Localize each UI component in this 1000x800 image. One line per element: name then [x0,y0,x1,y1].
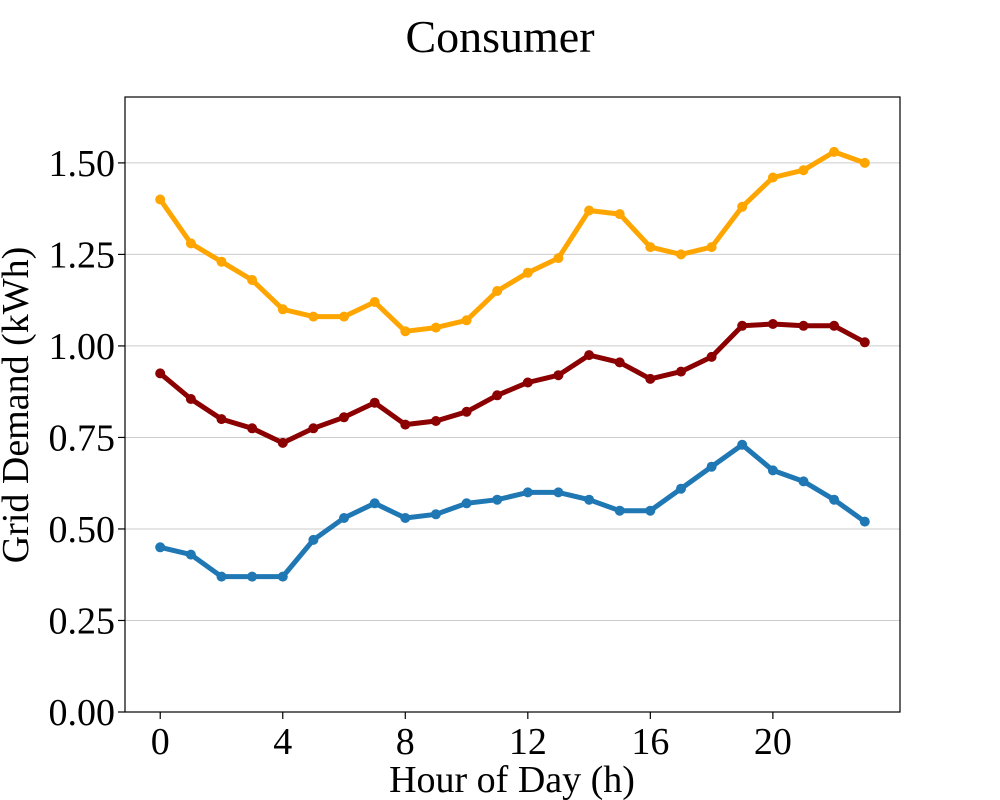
data-point [676,249,686,260]
series-2 [155,319,870,448]
data-point [461,498,472,509]
data-point [369,297,380,307]
data-point [859,516,870,527]
data-point [461,315,472,326]
gridlines [125,162,900,621]
data-point [553,370,564,381]
data-point [829,320,840,331]
data-point [400,326,411,337]
data-point [676,483,686,494]
data-point [645,505,656,516]
x-tick-label: 20 [754,721,792,763]
data-point [277,304,288,315]
series-line [157,442,868,580]
data-point [247,571,258,582]
data-point [492,286,503,296]
y-tick-label: 0.00 [49,692,116,734]
data-point [859,157,870,168]
data-point [155,368,166,379]
data-point [767,172,778,183]
data-point [247,275,258,285]
series-group [155,146,870,582]
data-point [155,542,166,553]
data-point [706,242,717,253]
data-point [400,513,411,523]
series-line [157,149,868,334]
x-tick-label: 4 [273,721,292,763]
data-point [767,465,778,476]
data-point [216,571,227,582]
data-point [155,194,166,205]
data-point [798,165,809,176]
x-tick-label: 0 [151,721,170,763]
data-point [614,209,625,220]
data-point [492,390,503,401]
data-point [308,423,319,434]
data-point [767,319,778,329]
data-point [277,437,288,448]
data-point [737,201,748,212]
data-point [430,509,441,520]
data-point [369,498,380,509]
data-point [737,439,748,450]
data-point [339,513,349,523]
y-tick-label: 0.75 [49,417,116,459]
series-line [157,321,868,446]
data-point [706,351,717,362]
data-point [308,534,319,545]
data-point [277,571,288,582]
y-tick-label: 1.25 [49,234,116,276]
data-point [584,205,595,216]
data-point [676,366,686,377]
data-point [216,256,227,267]
ticks: 0.00 0.25 0.50 0.75 1.00 1.25 1.50 0 4 8 12 16 20 [49,143,792,763]
data-point [522,377,533,388]
y-tick-label: 1.50 [49,143,116,185]
series-3 [155,439,870,582]
data-point [185,394,196,404]
data-point [737,320,748,331]
data-point [706,461,717,472]
y-tick-label: 1.00 [49,326,116,368]
data-point [339,412,349,423]
data-point [522,487,533,498]
x-tick-label: 8 [396,721,415,763]
x-axis-label: Hour of Day (h) [389,759,635,800]
data-point [522,267,533,278]
data-point [216,414,227,425]
plot-frame [124,96,901,713]
y-axis-label: Grid Demand (kWh) [0,247,37,564]
chart-title: Consumer [405,11,594,62]
data-point [614,505,625,516]
data-point [400,419,411,430]
data-point [614,357,625,368]
x-tick-label: 12 [509,721,547,763]
data-point [584,494,595,505]
data-point [859,337,870,348]
data-point [645,242,656,253]
data-point [369,397,380,408]
data-point [584,350,595,361]
data-point [185,238,196,249]
data-point [185,549,196,560]
data-point [645,373,656,384]
data-point [553,253,564,264]
data-point [461,406,472,417]
data-point [430,416,441,426]
data-point [247,423,258,434]
x-tick-label: 16 [631,721,669,763]
data-point [492,494,503,505]
data-point [798,476,809,487]
data-point [798,320,809,331]
data-point [553,487,564,498]
series-1 [155,146,870,337]
data-point [339,311,349,322]
y-tick-label: 0.50 [49,509,116,551]
y-tick-label: 0.25 [49,600,116,642]
data-point [829,146,840,157]
data-point [829,494,840,505]
data-point [430,322,441,333]
data-point [308,311,319,322]
